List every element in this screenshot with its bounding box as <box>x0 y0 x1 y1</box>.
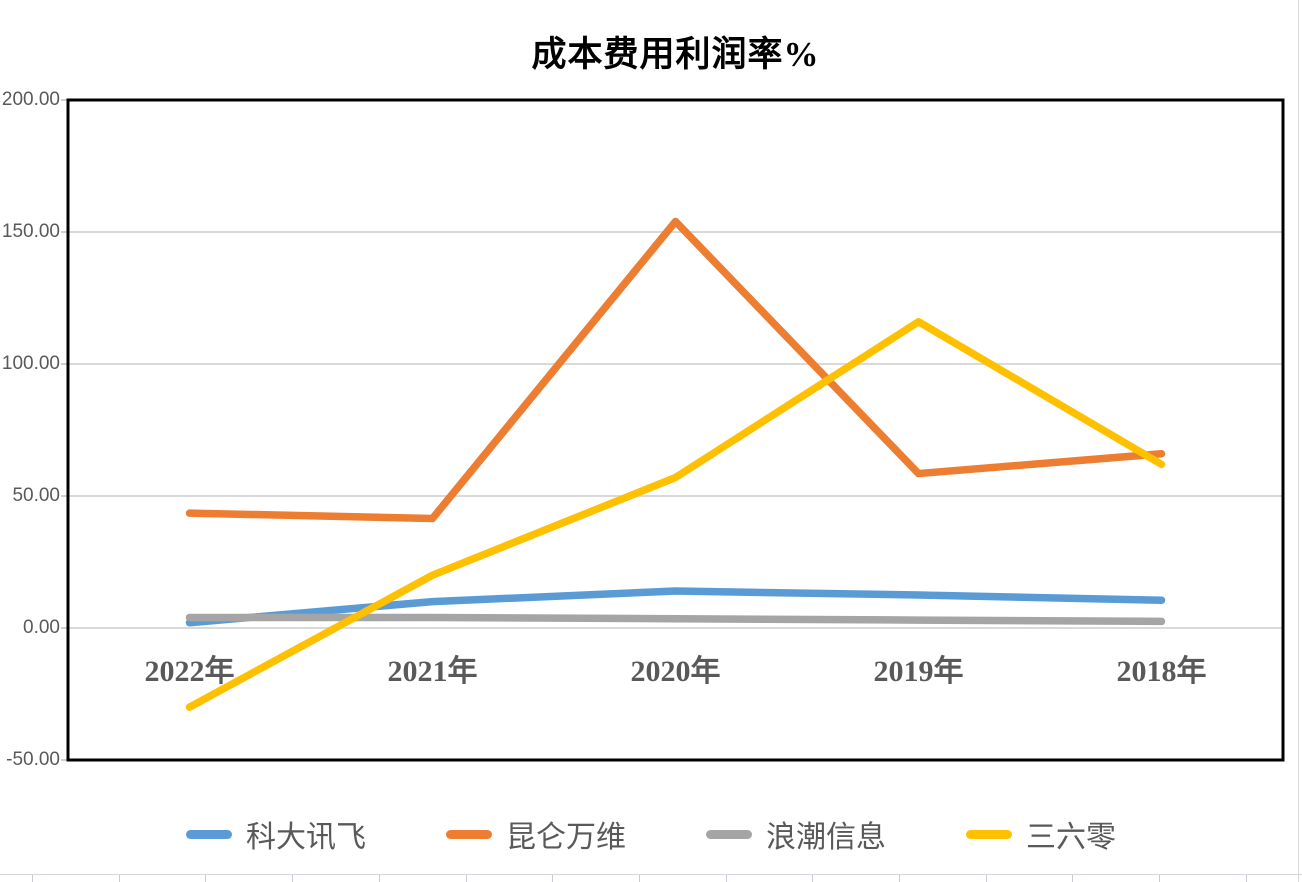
legend-label: 昆仑万维 <box>506 821 626 854</box>
spreadsheet-cell-tick <box>726 875 727 882</box>
x-tick-label: 2019年 <box>873 655 964 688</box>
chart-title: 成本费用利润率% <box>531 35 820 74</box>
legend-label: 三六零 <box>1026 821 1116 854</box>
series-line-0 <box>185 587 1166 627</box>
legend-item: 三六零 <box>966 812 1116 856</box>
spreadsheet-column-edge-line <box>1298 0 1299 882</box>
y-tick-label: 50.00 <box>12 485 60 506</box>
spreadsheet-cell-tick <box>812 875 813 882</box>
legend-item: 昆仑万维 <box>446 812 626 856</box>
spreadsheet-cell-tick <box>32 875 33 882</box>
legend-label: 浪潮信息 <box>766 821 886 854</box>
spreadsheet-cell-tick <box>292 875 293 882</box>
spreadsheet-cell-tick <box>986 875 987 882</box>
y-tick-label: 150.00 <box>1 221 60 242</box>
spreadsheet-cell-tick <box>466 875 467 882</box>
legend-item: 浪潮信息 <box>706 812 886 856</box>
x-tick-label: 2022年 <box>144 655 235 688</box>
legend-label: 科大讯飞 <box>246 821 366 854</box>
y-tick-label: 0.00 <box>23 617 60 638</box>
spreadsheet-cell-tick <box>1246 875 1247 882</box>
legend: 科大讯飞 昆仑万维 浪潮信息 三六零 <box>0 812 1302 856</box>
legend-swatch-icon <box>186 829 232 839</box>
legend-swatch-icon <box>706 829 752 839</box>
spreadsheet-cell-tick <box>1072 875 1073 882</box>
spreadsheet-cell-tick <box>639 875 640 882</box>
legend-swatch-icon <box>446 829 492 839</box>
legend-item: 科大讯飞 <box>186 812 366 856</box>
spreadsheet-cell-tick <box>205 875 206 882</box>
series-line-1 <box>185 217 1166 523</box>
x-tick-label: 2020年 <box>630 655 721 688</box>
spreadsheet-cell-tick <box>899 875 900 882</box>
x-tick-label: 2021年 <box>387 655 478 688</box>
spreadsheet-row-line <box>0 874 1302 875</box>
y-tick-label: 100.00 <box>1 353 60 374</box>
spreadsheet-cell-tick <box>119 875 120 882</box>
y-tick-label: -50.00 <box>6 749 60 770</box>
spreadsheet-cell-tick <box>379 875 380 882</box>
spreadsheet-cell-tick <box>1159 875 1160 882</box>
spreadsheet-cell-tick <box>552 875 553 882</box>
series-line-2 <box>185 613 1166 626</box>
legend-swatch-icon <box>966 829 1012 839</box>
x-tick-label: 2018年 <box>1116 655 1207 688</box>
y-tick-label: 200.00 <box>1 89 60 110</box>
